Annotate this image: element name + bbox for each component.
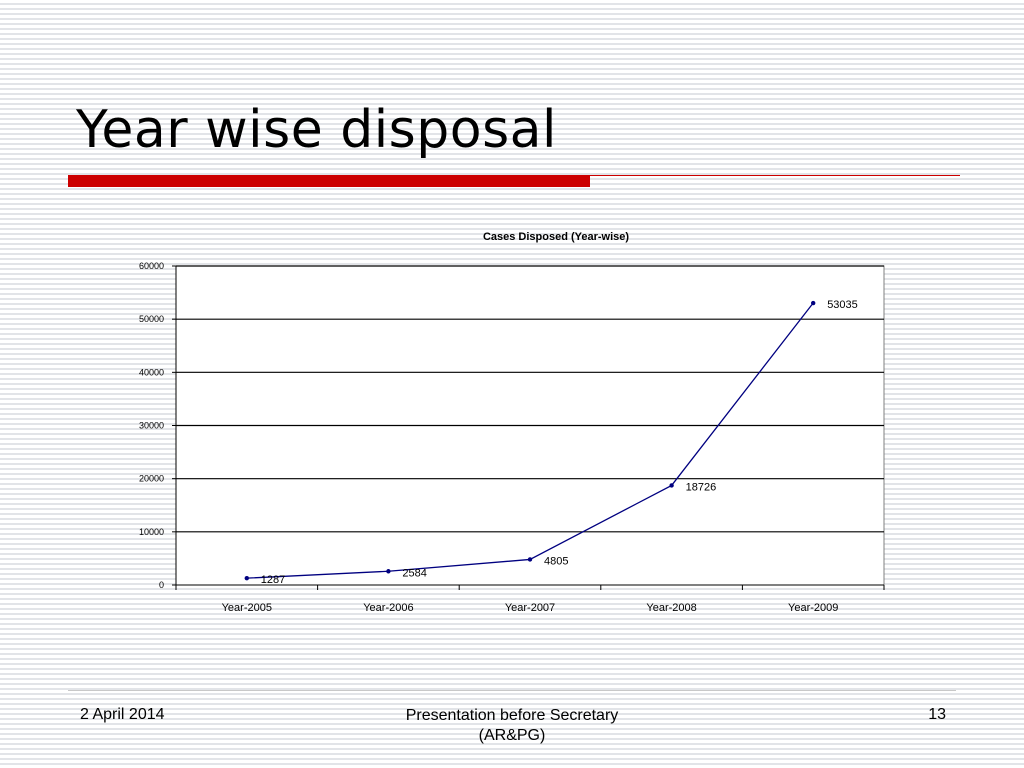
line-chart: Cases Disposed (Year-wise) 0 10000 20000 300… xyxy=(139,231,885,614)
y-tick-label: 50000 xyxy=(139,314,164,324)
x-tick-label: Year-2006 xyxy=(363,602,413,614)
y-tick-label: 60000 xyxy=(139,261,164,271)
x-tick-label: Year-2009 xyxy=(788,602,838,614)
footer-page-number: 13 xyxy=(928,706,946,723)
data-label: 1287 xyxy=(261,574,285,586)
y-tick-label: 40000 xyxy=(139,367,164,377)
footer-date: 2 April 2014 xyxy=(80,706,165,723)
data-point xyxy=(669,483,674,488)
slide-title: Year wise disposal xyxy=(76,100,557,160)
y-tick-label: 0 xyxy=(159,580,164,590)
x-tick-label: Year-2008 xyxy=(646,602,696,614)
footer-presentation-title: Presentation before Secretary (AR&PG) xyxy=(362,706,662,746)
data-label: 4805 xyxy=(544,555,568,567)
data-label: 2584 xyxy=(402,567,426,579)
title-accent-bar xyxy=(68,175,590,187)
x-tick-label: Year-2007 xyxy=(505,602,555,614)
x-tick-label: Year-2005 xyxy=(222,602,272,614)
chart-area: Cases Disposed (Year-wise) 0 10000 20000 300… xyxy=(110,220,910,630)
data-point xyxy=(811,300,816,306)
footer-divider xyxy=(68,690,956,691)
data-point xyxy=(386,569,391,574)
y-tick-label: 10000 xyxy=(139,527,164,537)
data-point xyxy=(527,557,533,562)
title-accent-line xyxy=(590,175,960,176)
chart-title: Cases Disposed (Year-wise) xyxy=(483,231,629,243)
y-tick-label: 20000 xyxy=(139,474,164,484)
footer-title-line1: Presentation before Secretary xyxy=(405,707,619,724)
y-tick-label: 30000 xyxy=(139,421,164,431)
data-point xyxy=(244,575,249,581)
data-label: 53035 xyxy=(827,299,858,311)
footer-title-line2: (AR&PG) xyxy=(478,727,546,744)
data-label: 18726 xyxy=(686,481,717,493)
